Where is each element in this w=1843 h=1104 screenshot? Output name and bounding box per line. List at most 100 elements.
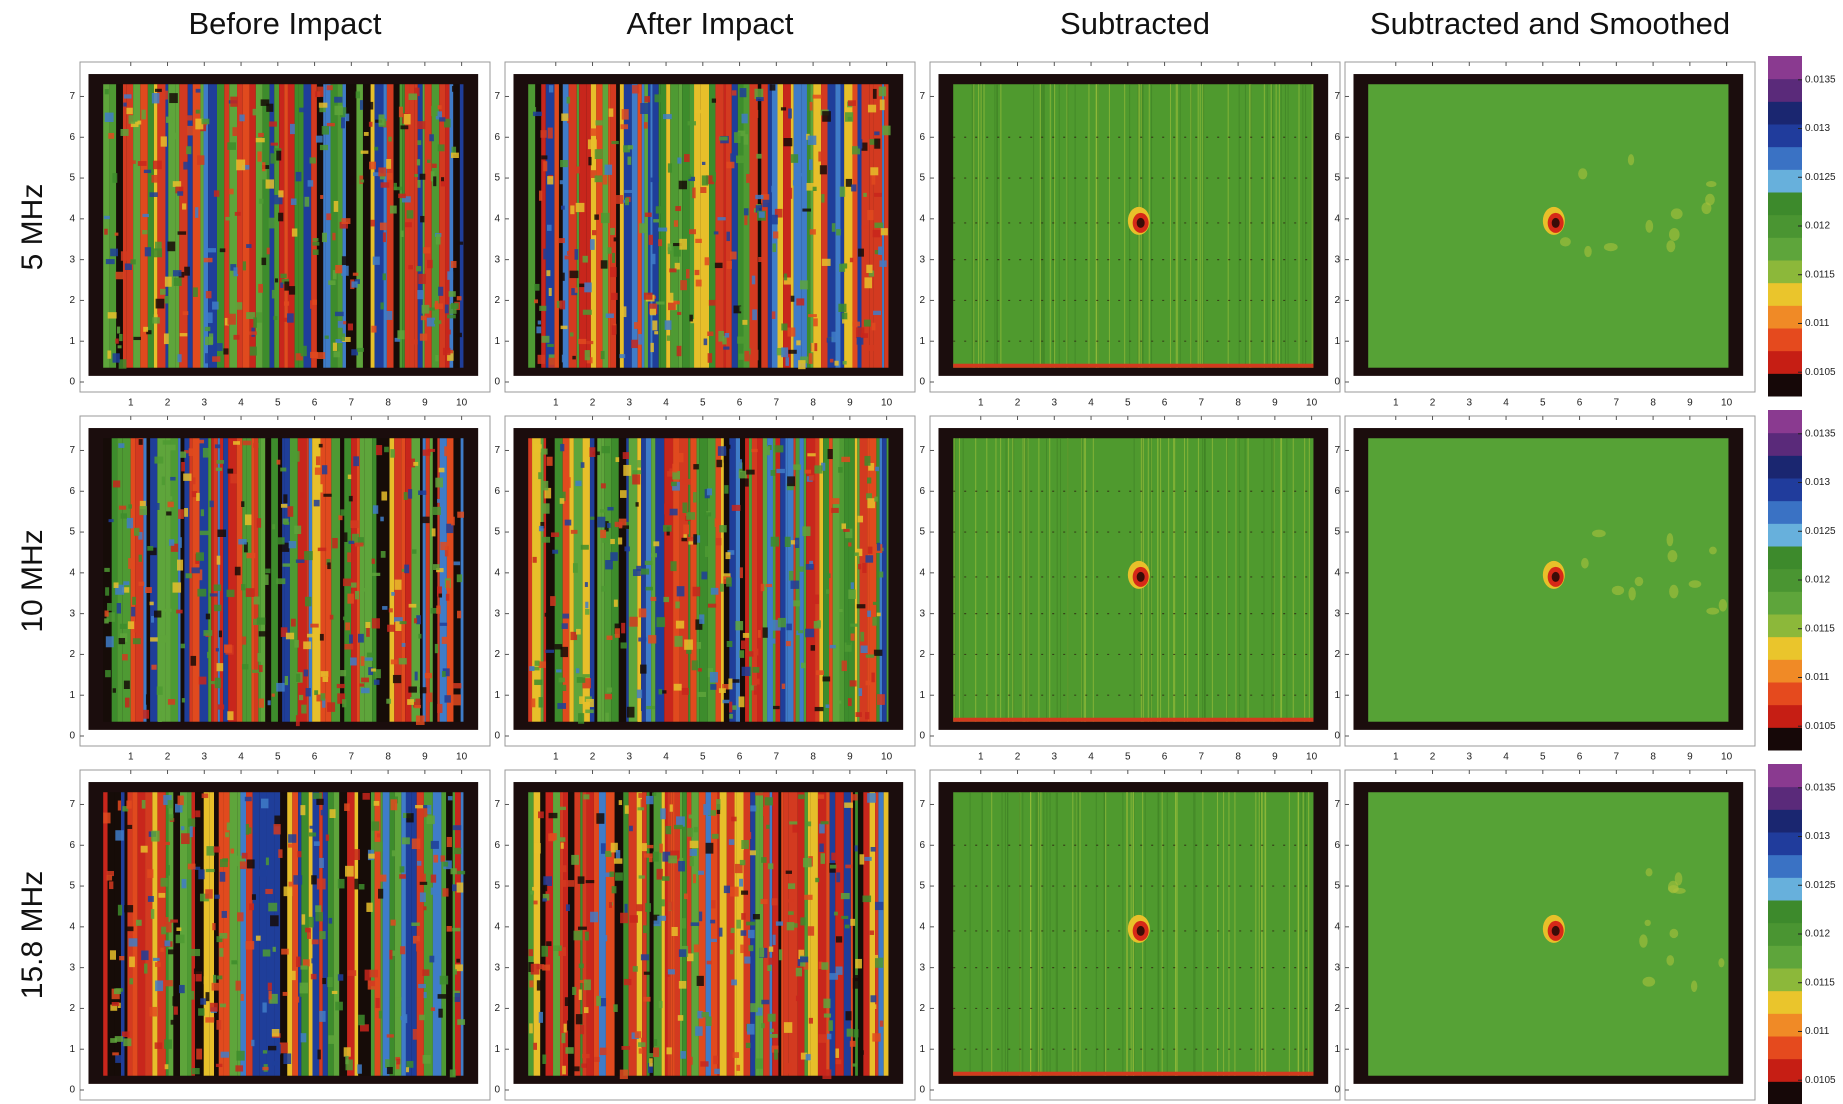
speckle (444, 118, 451, 128)
speckle (788, 899, 794, 903)
speckle (674, 262, 680, 270)
speckle (835, 966, 843, 975)
x-tick-label: 6 (1577, 752, 1583, 763)
stripe (844, 438, 849, 722)
speckle (711, 833, 719, 839)
speckle (795, 967, 802, 977)
spot-core (1551, 925, 1560, 936)
speckle (227, 711, 234, 721)
speckle (759, 947, 765, 958)
speckle (104, 228, 108, 235)
speckle (836, 872, 841, 883)
speckle (455, 964, 463, 972)
stripe (761, 84, 768, 368)
speckle (153, 610, 162, 618)
stripe (308, 438, 313, 722)
speckle (686, 953, 694, 962)
speckle (268, 217, 278, 229)
speckle (835, 936, 843, 943)
speckle (722, 335, 727, 345)
stripe (852, 792, 856, 1076)
stripe (287, 84, 295, 368)
speckle (451, 516, 455, 526)
speckle (813, 318, 818, 327)
speckle (651, 553, 657, 558)
stripe (568, 84, 577, 368)
speckle (181, 461, 185, 472)
speckle (210, 1002, 218, 1012)
stripe (610, 84, 617, 368)
speckle (542, 884, 548, 892)
speckle (212, 356, 221, 362)
speckle (340, 333, 346, 341)
x-tick-label: 2 (165, 398, 171, 409)
stripe (284, 84, 288, 368)
speckle (161, 476, 165, 486)
speckle (154, 456, 164, 464)
speckle (382, 232, 386, 243)
speckle (668, 302, 676, 311)
speckle (701, 161, 706, 165)
stripe (623, 792, 629, 1076)
speckle (637, 807, 645, 811)
speckle (280, 627, 288, 637)
y-tick-label: 3 (69, 962, 75, 973)
speckle (435, 477, 444, 488)
speckle (360, 656, 365, 666)
speckle (752, 678, 760, 685)
stripe (189, 438, 193, 722)
speckle (240, 993, 244, 1001)
speckle (595, 120, 603, 126)
speckle (258, 132, 264, 138)
speckle (378, 1010, 382, 1019)
speckle (620, 490, 627, 498)
speckle (145, 587, 152, 593)
y-tick-label: 4 (919, 567, 925, 578)
stripe (636, 792, 643, 1076)
speckle (258, 198, 264, 204)
speckle (321, 232, 327, 243)
speckle (143, 169, 152, 174)
speckle (150, 615, 155, 623)
speckle (805, 821, 812, 827)
speckle (237, 265, 242, 275)
speckle (536, 326, 542, 334)
speckle (214, 604, 222, 612)
speckle (566, 96, 571, 104)
stripe (804, 792, 808, 1076)
speckle (417, 140, 422, 146)
speckle (141, 109, 146, 120)
speckle (412, 935, 420, 944)
speckle (420, 315, 427, 321)
stripe (748, 438, 752, 722)
x-tick-label: 5 (275, 398, 281, 409)
speckle (741, 666, 751, 677)
speckle (319, 633, 324, 641)
speckle (809, 1056, 813, 1062)
speckle (541, 480, 549, 491)
speckle (298, 694, 304, 701)
speckle (134, 527, 140, 536)
speckle (668, 292, 674, 303)
speckle (827, 573, 831, 579)
speckle (177, 231, 187, 235)
speckle (773, 705, 780, 710)
speckle (415, 805, 424, 809)
speckle (438, 593, 443, 598)
speckle (811, 342, 815, 353)
speckle (572, 986, 577, 995)
speckle (393, 186, 403, 191)
stripe (757, 84, 762, 368)
speckle (565, 1047, 574, 1054)
stripe (152, 792, 158, 1076)
speckle (276, 1044, 281, 1055)
speckle (669, 508, 678, 516)
speckle (806, 182, 814, 191)
speckle (307, 633, 314, 638)
speckle (585, 880, 595, 884)
speckle (222, 858, 229, 862)
speckle (656, 868, 663, 880)
stripe (425, 438, 430, 722)
speckle (800, 917, 806, 926)
speckle (381, 491, 388, 501)
